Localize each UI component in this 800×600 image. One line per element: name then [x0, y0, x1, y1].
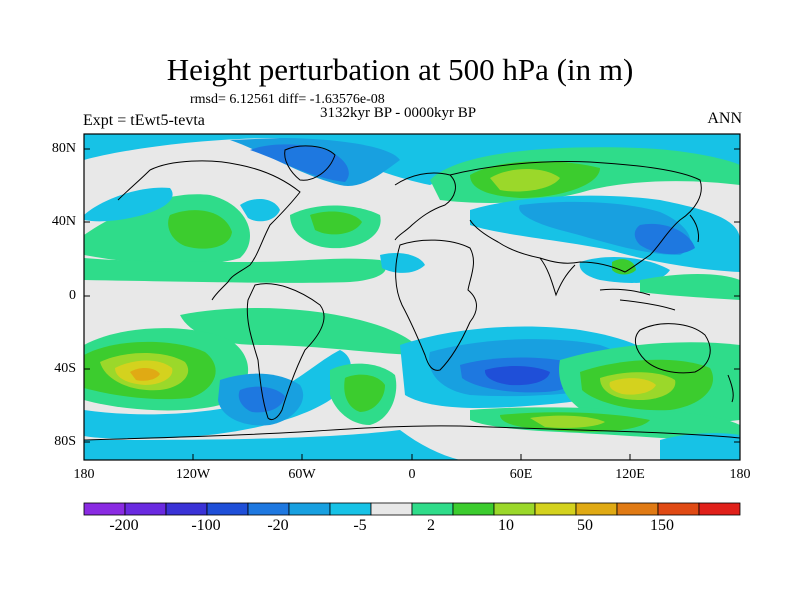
- arctic-cyan-band: [84, 134, 740, 185]
- antarctic-lime: [530, 415, 605, 428]
- colorbar-label: 150: [650, 517, 674, 534]
- chart-title: Height perturbation at 500 hPa (in m): [166, 52, 634, 87]
- lon-tick-label: 180: [729, 467, 751, 482]
- lat-tick-label: 80S: [54, 434, 76, 449]
- coast-south-america: [246, 283, 325, 421]
- coast-europe: [394, 172, 456, 241]
- coast-africa: [395, 239, 477, 371]
- axis-ticks: [84, 148, 740, 460]
- lon-tick-label: 60E: [509, 467, 533, 482]
- rmsd-diff-stats: rmsd= 6.12561 diff= -1.63576e-08: [190, 92, 385, 107]
- south-pacific-orange: [130, 368, 160, 381]
- coast-antarctica: [83, 425, 741, 441]
- maritime-green: [612, 259, 636, 275]
- colorbar-swatch: [329, 502, 372, 516]
- arctic-dark-blue: [250, 144, 349, 182]
- colorbar: [83, 502, 741, 516]
- lon-tick-label: 180: [73, 467, 95, 482]
- coast-new-zealand: [727, 374, 734, 403]
- time-period-label: 3132kyr BP - 0000kyr BP: [320, 105, 477, 121]
- east-pacific-mint: [640, 274, 740, 300]
- colorbar-swatch: [165, 502, 208, 516]
- siberia-yellow: [490, 169, 560, 192]
- colorbar-swatch: [575, 502, 618, 516]
- lon-tick-label: 0: [408, 467, 416, 482]
- colorbar-swatch: [493, 502, 536, 516]
- colorbar-label: -100: [191, 517, 221, 534]
- colorbar-swatch: [616, 502, 659, 516]
- lat-tick-label: 40S: [54, 361, 76, 376]
- season-label: ANN: [707, 110, 742, 127]
- colorbar-label: 10: [498, 517, 514, 534]
- antarctic-cyan: [84, 430, 460, 460]
- north-pacific-green-core: [168, 210, 232, 249]
- colorbar-swatch: [657, 502, 700, 516]
- colorbar-swatch: [411, 502, 454, 516]
- colorbar-swatch: [206, 502, 249, 516]
- colorbar-swatch: [124, 502, 167, 516]
- indian-ocean-dark: [484, 366, 550, 386]
- tropical-cyan-west: [380, 253, 425, 273]
- coast-asia: [449, 161, 702, 273]
- colorbar-label: 50: [577, 517, 593, 534]
- colorbar-swatch: [452, 502, 495, 516]
- colorbar-label: -20: [267, 517, 289, 534]
- colorbar-swatch: [698, 502, 741, 516]
- north-atlantic-core: [310, 211, 362, 235]
- coast-greenland: [284, 145, 336, 181]
- colorbar-swatch: [83, 502, 126, 516]
- coast-indonesia: [599, 288, 676, 311]
- nw-cyan-band: [240, 198, 280, 222]
- colorbar-label: -200: [109, 517, 139, 534]
- south-america-blue-core: [238, 386, 285, 413]
- colorbar-swatch: [288, 502, 331, 516]
- lon-tick-label: 120W: [175, 467, 211, 482]
- colorbar-swatch: [534, 502, 577, 516]
- lat-tick-label: 40N: [51, 214, 76, 229]
- coast-north-america: [117, 160, 301, 301]
- south-indian-yellow: [609, 378, 656, 395]
- colorbar-label: 2: [427, 517, 435, 534]
- coast-australia: [634, 323, 711, 374]
- field-layer: [84, 134, 740, 460]
- south-atlantic-green-core: [344, 374, 385, 412]
- coastlines: [83, 145, 741, 441]
- lat-tick-label: 80N: [51, 141, 76, 156]
- colorbar-swatch: [247, 502, 290, 516]
- colorbar-swatch: [370, 502, 413, 516]
- east-asia-blue-core: [634, 223, 695, 255]
- lon-tick-label: 120E: [615, 467, 645, 482]
- lat-tick-label: 0: [69, 288, 76, 303]
- colorbar-label: -5: [353, 517, 367, 534]
- antarctic-east-cyan: [660, 433, 740, 460]
- coast-india: [539, 257, 576, 297]
- experiment-label: Expt = tEwt5-tevta: [83, 112, 205, 129]
- lon-tick-label: 60W: [288, 467, 316, 482]
- africa-green: [180, 308, 425, 355]
- tropical-mint-west: [84, 258, 386, 283]
- coast-japan: [689, 214, 699, 243]
- north-america-cyan: [84, 187, 173, 222]
